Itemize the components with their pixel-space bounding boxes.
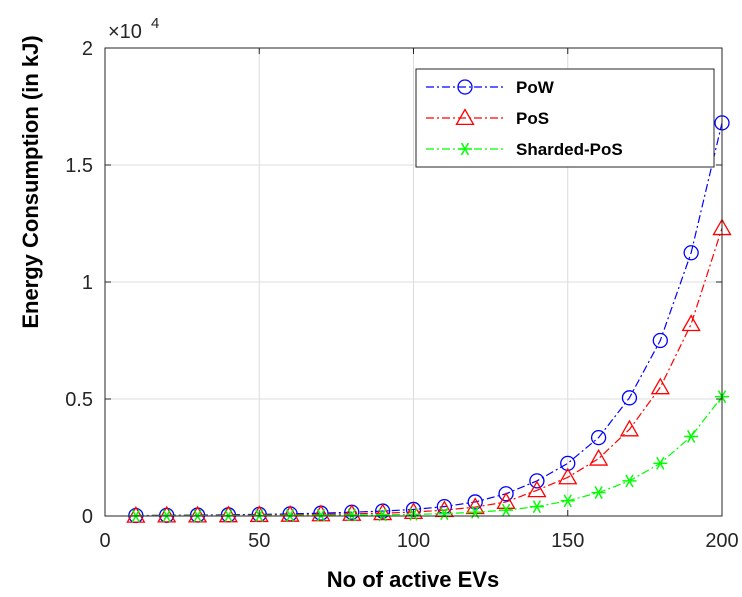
data-point-sharded-pos	[375, 508, 390, 522]
y-tick-label: 2	[82, 38, 93, 60]
legend-entry-pow: PoW	[426, 78, 555, 97]
data-point-pos	[619, 419, 640, 437]
x-tick-label: 50	[248, 530, 270, 552]
y-tick-label: 1	[82, 272, 93, 294]
data-point-pow	[529, 473, 545, 489]
data-point-sharded-pos	[653, 456, 668, 470]
data-point-pow	[498, 486, 514, 502]
data-point-pow	[590, 429, 607, 446]
legend-marker-sharded-pos	[458, 142, 472, 156]
x-tick-label: 150	[551, 530, 584, 552]
legend-marker-pos	[455, 108, 475, 126]
y-tick-label: 1.5	[65, 155, 93, 177]
y-multiplier-label: ×10	[108, 21, 142, 43]
data-point-pos	[249, 505, 269, 523]
data-point-pow	[652, 332, 668, 349]
data-point-pos	[311, 504, 331, 522]
data-point-pow	[621, 390, 638, 406]
data-point-pos	[527, 480, 547, 498]
tick-labels: 0 50 100 150 200 0 0.5 1 1.5 2	[65, 38, 739, 552]
legend-label-sharded-pos: Sharded-PoS	[516, 140, 623, 159]
data-point-pos	[187, 505, 208, 523]
legend-marker-pow	[457, 79, 473, 95]
data-point-sharded-pos	[344, 508, 359, 522]
legend: PoW PoS Sharded-PoS	[415, 68, 715, 168]
data-point-pos	[342, 504, 362, 521]
axes	[104, 47, 723, 517]
x-tick-label: 0	[99, 530, 110, 552]
data-point-pos	[681, 314, 701, 332]
data-point-sharded-pos	[684, 430, 699, 443]
y-tick-label: 0	[82, 506, 93, 528]
data-point-pow	[467, 494, 483, 510]
x-axis-label: No of active EVs	[327, 567, 499, 592]
legend-entries: PoW PoS Sharded-PoS	[426, 78, 623, 159]
x-tick-label: 100	[397, 530, 430, 552]
data-point-pos	[403, 502, 424, 520]
data-point-sharded-pos	[283, 508, 298, 522]
data-point-sharded-pos	[313, 508, 328, 522]
data-point-sharded-pos	[437, 507, 452, 521]
data-point-pos	[126, 505, 146, 523]
legend-label-pow: PoW	[516, 78, 555, 97]
data-point-sharded-pos	[560, 494, 575, 508]
data-point-pos	[218, 505, 239, 523]
data-point-pos	[157, 505, 177, 523]
data-point-pos	[434, 500, 454, 518]
y-tick-label: 0.5	[65, 389, 93, 411]
data-point-sharded-pos	[529, 500, 544, 514]
data-point-pow	[683, 245, 699, 261]
data-point-pow	[560, 455, 576, 472]
y-axis-label: Energy Consumption (in kJ)	[18, 35, 43, 328]
data-point-pos	[496, 492, 516, 509]
legend-label-pos: PoS	[516, 109, 549, 128]
x-tick-label: 200	[705, 530, 738, 552]
y-exponent-label: 4	[151, 15, 159, 32]
data-point-pos	[650, 377, 670, 395]
data-point-sharded-pos	[622, 474, 637, 488]
legend-entry-sharded-pos: Sharded-PoS	[426, 140, 623, 159]
data-point-sharded-pos	[499, 503, 514, 517]
data-point-pos	[588, 448, 609, 466]
data-point-pos	[558, 467, 578, 485]
data-point-sharded-pos	[591, 486, 606, 500]
data-point-pos	[373, 503, 393, 521]
data-point-pos	[280, 505, 300, 522]
legend-entry-pos: PoS	[426, 108, 549, 128]
